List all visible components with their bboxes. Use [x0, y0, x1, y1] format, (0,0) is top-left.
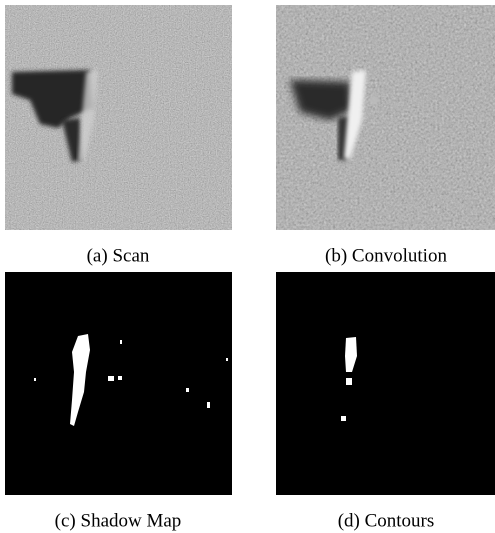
- page: {"figure": {"panels": [ {"caption": "(a)…: [0, 0, 495, 533]
- caption: (b) Convolution: [325, 245, 447, 266]
- caption: (c) Shadow Map: [55, 510, 182, 531]
- caption: (a) Scan: [87, 245, 150, 266]
- figure: (a) Scan (b) Convolution (c) Shadow Map …: [0, 0, 495, 533]
- contours-image: [276, 272, 495, 495]
- caption: (d) Contours: [338, 510, 435, 531]
- convolution-image: [276, 5, 495, 230]
- shadow-map-image: [5, 272, 232, 495]
- scan-image: [5, 5, 232, 230]
